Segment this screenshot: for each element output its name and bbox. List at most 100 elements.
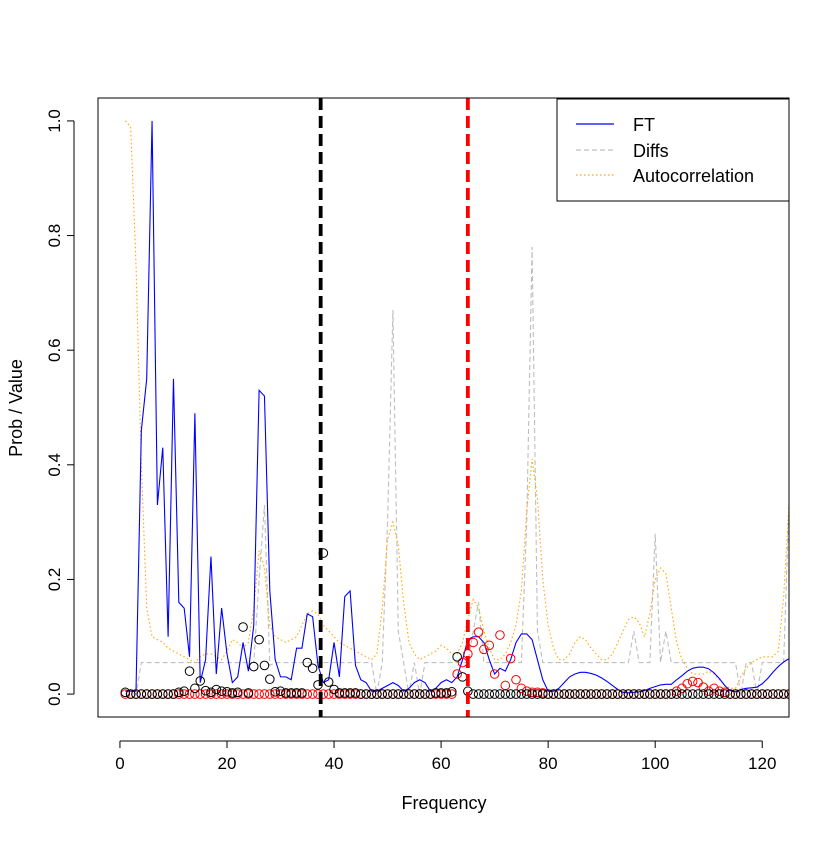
x-tick-label: 120 bbox=[748, 754, 776, 773]
black-point-52 bbox=[393, 689, 404, 699]
red-point-35 bbox=[302, 689, 313, 699]
black-point-80 bbox=[543, 689, 553, 699]
black-point-43 bbox=[345, 688, 355, 698]
black-point-40 bbox=[329, 684, 339, 695]
y-tick-label: 1.0 bbox=[45, 109, 64, 133]
black-point-104 bbox=[671, 689, 682, 699]
black-point-72 bbox=[500, 689, 511, 699]
plot-frame bbox=[97, 97, 790, 718]
black-point-59 bbox=[430, 688, 441, 698]
black-point-95 bbox=[623, 689, 634, 699]
red-point-106 bbox=[682, 678, 693, 689]
red-point-75 bbox=[516, 683, 527, 694]
black-point-69 bbox=[484, 689, 495, 699]
red-point-76 bbox=[521, 686, 532, 697]
black-point-98 bbox=[639, 689, 650, 699]
black-point-110 bbox=[703, 689, 714, 699]
y-axis-label: Prob / Value bbox=[6, 359, 26, 457]
red-point-108 bbox=[693, 677, 703, 688]
black-point-97 bbox=[634, 689, 644, 699]
black-point-55 bbox=[409, 689, 420, 699]
red-point-16 bbox=[200, 689, 211, 699]
black-point-36 bbox=[307, 663, 318, 674]
black-point-112 bbox=[714, 689, 725, 699]
black-point-1 bbox=[120, 687, 131, 698]
red-point-66 bbox=[468, 637, 479, 648]
black-point-51 bbox=[388, 689, 398, 699]
black-point-26 bbox=[254, 634, 264, 645]
black-point-15 bbox=[195, 676, 206, 686]
black-point-74 bbox=[511, 689, 521, 699]
black-point-123 bbox=[773, 689, 784, 699]
black-point-99 bbox=[645, 689, 655, 699]
red-point-67 bbox=[473, 627, 484, 637]
red-point-74 bbox=[511, 674, 521, 685]
black-point-17 bbox=[206, 687, 216, 698]
black-point-20 bbox=[222, 686, 232, 697]
red-point-72 bbox=[500, 680, 511, 691]
black-point-6 bbox=[147, 689, 157, 699]
red-point-12 bbox=[179, 689, 189, 699]
black-point-13 bbox=[184, 666, 195, 676]
black-point-90 bbox=[596, 689, 607, 699]
black-point-89 bbox=[591, 689, 602, 699]
black-point-120 bbox=[757, 689, 768, 699]
black-point-93 bbox=[612, 689, 623, 699]
red-point-25 bbox=[248, 689, 259, 699]
black-point-11 bbox=[174, 687, 184, 698]
red-point-71 bbox=[495, 630, 505, 640]
black-point-94 bbox=[618, 689, 628, 699]
series-line-ft bbox=[125, 120, 789, 694]
red-point-104 bbox=[671, 686, 682, 697]
black-point-71 bbox=[495, 689, 505, 699]
black-point-42 bbox=[339, 688, 350, 698]
black-point-31 bbox=[281, 688, 291, 698]
black-point-92 bbox=[607, 689, 618, 699]
black-point-48 bbox=[372, 689, 382, 699]
y-tick-label: 0.4 bbox=[45, 453, 64, 477]
black-point-96 bbox=[628, 689, 639, 699]
black-point-107 bbox=[687, 689, 698, 699]
black-point-84 bbox=[564, 689, 575, 699]
legend-label-ft: FT bbox=[633, 115, 655, 135]
plot-layer bbox=[120, 98, 789, 717]
black-point-58 bbox=[425, 689, 436, 699]
black-point-9 bbox=[163, 689, 173, 699]
black-point-108 bbox=[693, 689, 703, 699]
black-point-29 bbox=[270, 686, 280, 697]
black-point-61 bbox=[441, 688, 452, 698]
plot-area bbox=[120, 120, 789, 699]
black-point-50 bbox=[382, 689, 393, 699]
black-point-122 bbox=[768, 689, 778, 699]
black-point-102 bbox=[661, 689, 671, 699]
black-point-21 bbox=[227, 688, 238, 698]
black-point-79 bbox=[537, 689, 548, 699]
black-point-54 bbox=[404, 689, 414, 699]
black-point-109 bbox=[698, 689, 709, 699]
black-point-116 bbox=[736, 689, 746, 699]
y-tick-label: 0.0 bbox=[45, 682, 64, 706]
red-point-14 bbox=[190, 689, 200, 699]
red-point-62 bbox=[447, 689, 457, 699]
x-tick-label: 40 bbox=[325, 754, 344, 773]
black-point-78 bbox=[532, 689, 543, 699]
black-point-67 bbox=[473, 689, 484, 699]
black-point-88 bbox=[586, 689, 596, 699]
black-point-19 bbox=[216, 686, 227, 697]
red-point-112 bbox=[714, 686, 725, 697]
red-point-111 bbox=[709, 683, 719, 694]
black-point-2 bbox=[125, 689, 136, 699]
red-point-107 bbox=[687, 676, 698, 687]
y-tick-label: 0.2 bbox=[45, 568, 64, 592]
red-point-23 bbox=[238, 689, 248, 699]
black-point-49 bbox=[377, 689, 388, 699]
black-point-82 bbox=[554, 689, 564, 699]
black-point-30 bbox=[275, 686, 286, 697]
series-line-diffs bbox=[125, 247, 789, 695]
black-point-23 bbox=[238, 622, 248, 632]
black-point-124 bbox=[778, 689, 789, 699]
black-point-12 bbox=[179, 686, 189, 697]
y-tick-label: 0.8 bbox=[45, 224, 64, 248]
black-point-5 bbox=[141, 689, 152, 699]
black-point-70 bbox=[489, 689, 500, 699]
